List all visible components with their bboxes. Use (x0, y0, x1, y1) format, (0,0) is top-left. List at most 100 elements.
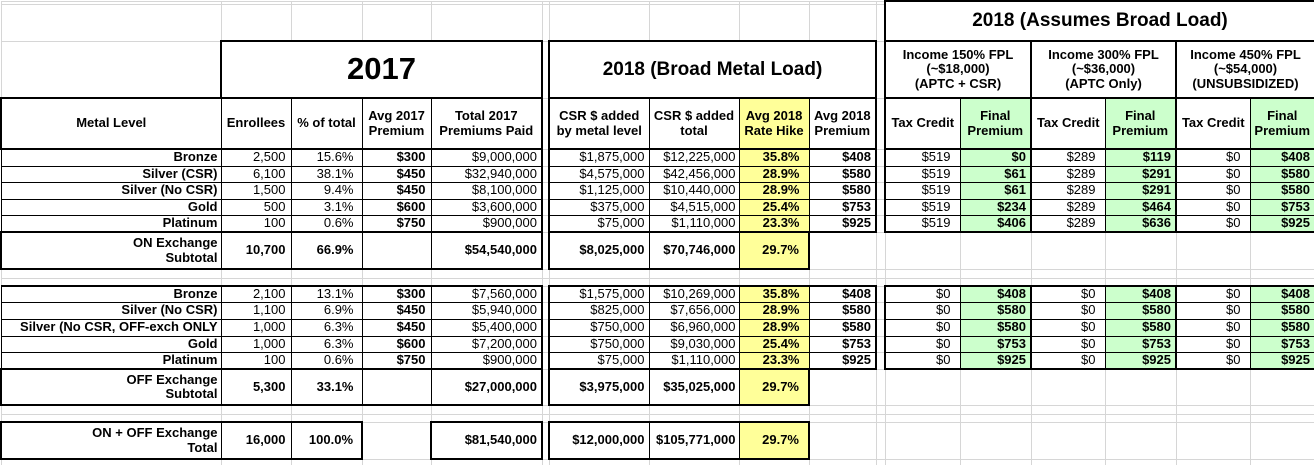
section-title-2018-broad-metal-load[interactable]: 2018 (Broad Metal Load) (548, 40, 877, 99)
empty-cell[interactable] (0, 458, 222, 465)
off-exchange-row5-avg-2018-rate-hike[interactable]: 23.3% (738, 351, 810, 370)
on-exchange-row5-csr-added-by-metal-level[interactable]: $75,000 (548, 214, 650, 233)
empty-cell[interactable] (430, 458, 543, 465)
on-exchange-row4-metal-level[interactable]: Gold (0, 198, 222, 216)
empty-cell[interactable] (430, 3, 543, 42)
on-exchange-row3-tax-credit-450[interactable]: $0 (1175, 181, 1251, 200)
empty-cell[interactable] (220, 404, 292, 415)
off-exchange-row4-tax-credit-450[interactable]: $0 (1175, 335, 1251, 353)
empty-cell[interactable] (1249, 368, 1314, 406)
empty-cell[interactable] (430, 404, 543, 415)
empty-cell[interactable] (1104, 421, 1177, 460)
on-exchange-row1-avg-2018-rate-hike[interactable]: 35.8% (738, 148, 810, 167)
on-exchange-row4-avg-2017-premium[interactable]: $600 (361, 198, 432, 216)
off-exchange-row2-final-premium-450[interactable]: $580 (1249, 301, 1314, 320)
empty-cell[interactable] (290, 413, 363, 423)
on-exchange-row4-csr-added-by-metal-level[interactable]: $375,000 (548, 198, 650, 216)
col-header-csr-added-by-metal-level[interactable]: CSR $ added by metal level (548, 97, 650, 150)
empty-cell[interactable] (541, 458, 550, 465)
empty-cell[interactable] (1104, 368, 1177, 406)
on-exchange-row1-avg-2017-premium[interactable]: $300 (361, 148, 432, 167)
on-exchange-row3-csr-added-by-metal-level[interactable]: $1,125,000 (548, 181, 650, 200)
empty-cell[interactable] (875, 231, 886, 270)
on-exchange-row1-tax-credit-300[interactable]: $289 (1030, 148, 1106, 167)
empty-cell[interactable] (290, 268, 363, 279)
on-exchange-subtotal-avg-premium-blank[interactable] (361, 231, 432, 270)
empty-cell[interactable] (430, 413, 543, 423)
off-exchange-row3-csr-added-total[interactable]: $6,960,000 (648, 318, 740, 337)
empty-cell[interactable] (541, 351, 550, 370)
off-exchange-subtotal-csr-added[interactable]: $3,975,000 (548, 368, 650, 407)
on-exchange-row1-final-premium-150[interactable]: $0 (959, 148, 1032, 167)
on-exchange-row3-pct-of-total[interactable]: 9.4% (290, 181, 363, 200)
empty-cell[interactable] (0, 277, 222, 287)
off-exchange-row5-tax-credit-150[interactable]: $0 (884, 351, 961, 371)
income-group-header-450[interactable]: Income 450% FPL (~$54,000) (UNSUBSIDIZED… (1175, 40, 1314, 99)
off-exchange-subtotal-total-2017-premiums[interactable]: $27,000,000 (430, 368, 543, 407)
on-exchange-row4-enrollees[interactable]: 500 (220, 198, 292, 216)
on-exchange-row2-metal-level[interactable]: Silver (CSR) (0, 165, 222, 183)
col-header-avg-2018-premium[interactable]: Avg 2018 Premium (808, 97, 877, 150)
income-group-header-150[interactable]: Income 150% FPL (~$18,000) (APTC + CSR) (884, 40, 1032, 99)
empty-cell[interactable] (875, 335, 886, 353)
off-exchange-row2-enrollees[interactable]: 1,100 (220, 301, 292, 320)
empty-cell[interactable] (1030, 268, 1106, 279)
empty-cell[interactable] (648, 404, 740, 415)
empty-cell[interactable] (808, 413, 877, 423)
on-exchange-row2-final-premium-450[interactable]: $580 (1249, 165, 1314, 183)
on-exchange-row3-csr-added-total[interactable]: $10,440,000 (648, 181, 740, 200)
off-exchange-row2-avg-2017-premium[interactable]: $450 (361, 301, 432, 320)
empty-cell[interactable] (875, 3, 886, 42)
empty-cell[interactable] (1104, 277, 1177, 287)
off-exchange-row5-tax-credit-450[interactable]: $0 (1175, 351, 1251, 371)
empty-cell[interactable] (220, 413, 292, 423)
grand-total-2017-premiums[interactable]: $81,540,000 (430, 421, 543, 461)
col-header-avg-2017-premium[interactable]: Avg 2017 Premium (361, 97, 432, 150)
empty-cell[interactable] (541, 301, 550, 320)
on-exchange-subtotal-pct-of-total[interactable]: 66.9% (290, 231, 363, 270)
empty-cell[interactable] (290, 458, 363, 465)
off-exchange-row5-csr-added-by-metal-level[interactable]: $75,000 (548, 351, 650, 370)
grand-total-csr-added[interactable]: $12,000,000 (548, 421, 650, 461)
col-header-pct-of-total[interactable]: % of total (290, 97, 363, 150)
off-exchange-row3-pct-of-total[interactable]: 6.3% (290, 318, 363, 337)
empty-cell[interactable] (541, 40, 550, 99)
off-exchange-row1-metal-level[interactable]: Bronze (0, 284, 222, 303)
empty-cell[interactable] (808, 277, 877, 287)
off-exchange-row5-enrollees[interactable]: 100 (220, 351, 292, 370)
empty-cell[interactable] (541, 404, 550, 415)
empty-cell[interactable] (1249, 413, 1314, 423)
off-exchange-subtotal-label[interactable]: OFF Exchange Subtotal (0, 368, 222, 407)
empty-cell[interactable] (548, 458, 650, 465)
empty-cell[interactable] (541, 335, 550, 353)
empty-cell[interactable] (1104, 458, 1177, 465)
on-exchange-subtotal-rate-hike[interactable]: 29.7% (738, 231, 810, 270)
empty-cell[interactable] (808, 231, 877, 270)
empty-cell[interactable] (541, 165, 550, 183)
off-exchange-row1-pct-of-total[interactable]: 13.1% (290, 284, 363, 303)
col-header-tax-credit-150[interactable]: Tax Credit (884, 97, 961, 150)
off-exchange-row5-tax-credit-300[interactable]: $0 (1030, 351, 1106, 371)
on-exchange-row2-avg-2018-premium[interactable]: $580 (808, 165, 877, 183)
on-exchange-row4-total-2017-premiums[interactable]: $3,600,000 (430, 198, 543, 216)
off-exchange-row3-enrollees[interactable]: 1,000 (220, 318, 292, 337)
empty-cell[interactable] (1249, 404, 1314, 415)
empty-cell[interactable] (0, 40, 222, 99)
empty-cell[interactable] (875, 285, 886, 303)
empty-cell[interactable] (884, 458, 961, 465)
off-exchange-row2-avg-2018-premium[interactable]: $580 (808, 301, 877, 320)
empty-cell[interactable] (541, 285, 550, 303)
col-header-final-premium-450[interactable]: Final Premium (1249, 97, 1314, 150)
off-exchange-row4-avg-2018-rate-hike[interactable]: 25.4% (738, 335, 810, 353)
off-exchange-row5-final-premium-150[interactable]: $925 (959, 351, 1032, 371)
on-exchange-row4-final-premium-450[interactable]: $753 (1249, 198, 1314, 216)
empty-cell[interactable] (541, 413, 550, 423)
off-exchange-row1-enrollees[interactable]: 2,100 (220, 284, 292, 303)
empty-cell[interactable] (875, 214, 886, 233)
on-exchange-row3-tax-credit-150[interactable]: $519 (884, 181, 961, 200)
off-exchange-subtotal-enrollees[interactable]: 5,300 (220, 368, 292, 407)
on-exchange-row5-enrollees[interactable]: 100 (220, 214, 292, 233)
off-exchange-row3-avg-2018-premium[interactable]: $580 (808, 318, 877, 337)
on-exchange-row2-pct-of-total[interactable]: 38.1% (290, 165, 363, 183)
off-exchange-row2-final-premium-150[interactable]: $580 (959, 301, 1032, 320)
